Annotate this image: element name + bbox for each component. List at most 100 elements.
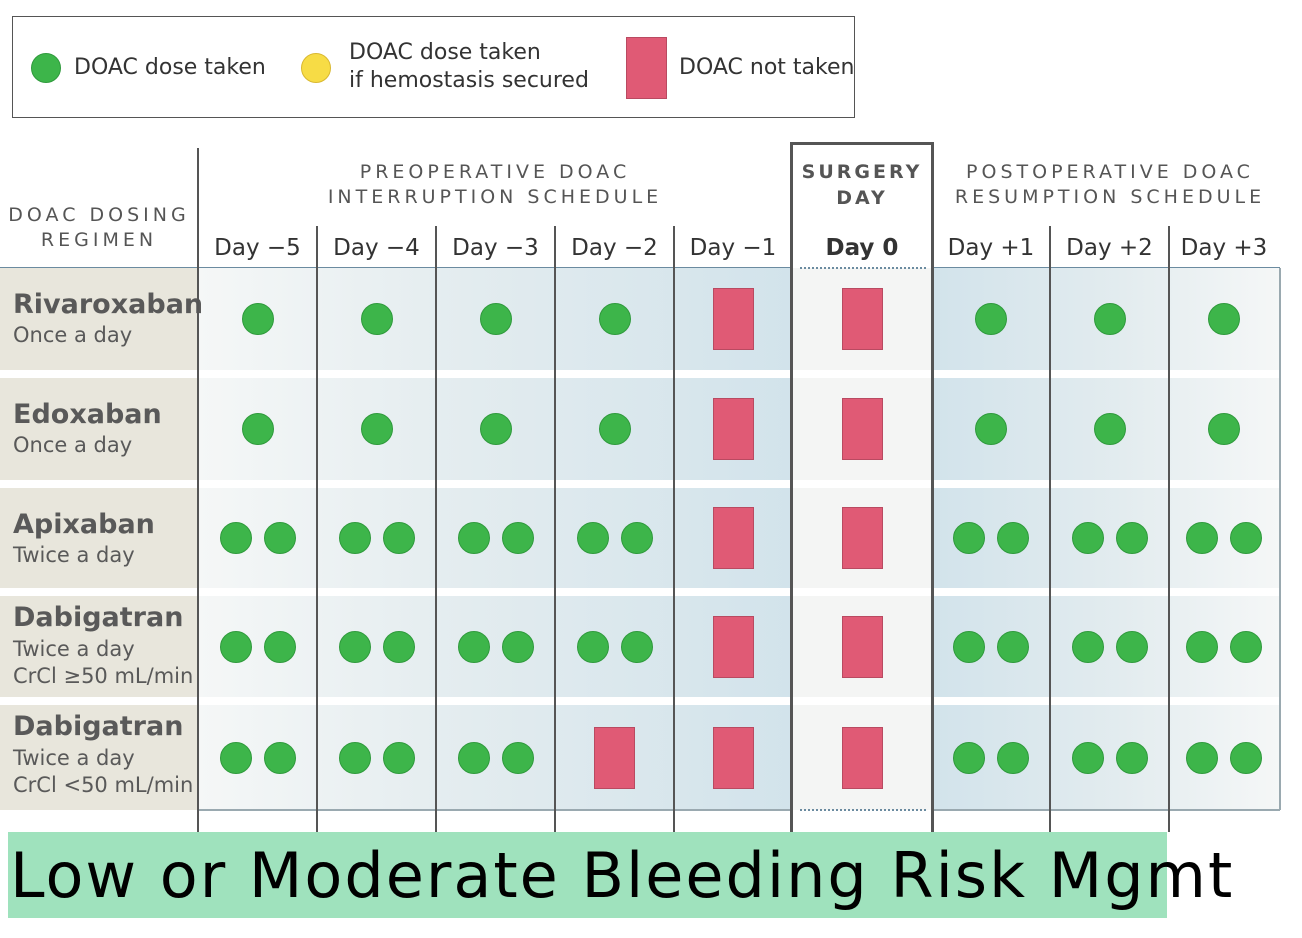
surgery-header-line1: SURGERY xyxy=(801,161,923,183)
dose-taken-marker xyxy=(1208,413,1240,445)
preop-header-line2: INTERRUPTION SCHEDULE xyxy=(327,186,663,208)
dose-taken-marker xyxy=(241,413,274,445)
dose-conditional-icon xyxy=(301,53,331,83)
column-divider xyxy=(673,226,675,832)
dose-taken-marker xyxy=(1071,630,1104,663)
surgery-day-frame xyxy=(790,142,934,832)
dosing-frequency: Twice a day xyxy=(13,746,135,770)
renal-clearance: CrCl <50 mL/min xyxy=(13,773,194,797)
column-divider xyxy=(435,226,437,832)
regimen-cell xyxy=(0,596,198,697)
dose-taken-marker xyxy=(598,413,631,445)
dose-taken-marker xyxy=(953,522,985,554)
dose-taken-marker xyxy=(501,630,534,663)
drug-name: Rivaroxaban xyxy=(13,289,204,320)
dose-taken-marker xyxy=(501,522,534,554)
table-bottom-border xyxy=(198,809,792,811)
preop-band xyxy=(198,705,792,810)
surgery-dotted-top xyxy=(800,267,926,269)
dose-taken-marker xyxy=(997,522,1029,554)
dose-not-taken-marker xyxy=(712,288,754,350)
dose-taken-marker xyxy=(457,741,490,774)
dose-not-taken-marker xyxy=(712,726,754,789)
dose-taken-marker xyxy=(1093,303,1126,335)
drug-name: Apixaban xyxy=(13,509,155,540)
dose-taken-marker xyxy=(1115,630,1148,663)
dose-taken-marker xyxy=(1230,630,1262,663)
dose-taken-marker xyxy=(241,303,274,335)
dose-taken-marker xyxy=(338,741,371,774)
table-bottom-border-post xyxy=(932,809,1280,811)
dose-taken-marker xyxy=(1071,741,1104,774)
legend-not-taken-label: DOAC not taken xyxy=(679,55,855,80)
dosing-frequency: Once a day xyxy=(13,433,133,457)
dose-taken-marker xyxy=(1230,741,1262,774)
dose-taken-marker xyxy=(382,630,415,663)
dosing-frequency: Twice a day xyxy=(13,637,135,661)
regimen-cell xyxy=(0,488,198,588)
dosing-frequency: Twice a day xyxy=(13,543,135,567)
dose-taken-marker xyxy=(338,630,371,663)
dose-taken-marker xyxy=(1115,741,1148,774)
dose-taken-marker xyxy=(1186,741,1218,774)
dose-not-taken-marker xyxy=(594,726,635,789)
dose-taken-marker xyxy=(263,741,296,774)
day-header-label: Day −2 xyxy=(571,235,658,261)
dose-not-taken-marker xyxy=(841,507,883,569)
dose-taken-marker xyxy=(975,303,1007,335)
drug-name: Dabigatran xyxy=(13,711,184,742)
day-header-label: Day +1 xyxy=(947,235,1035,261)
preop-band xyxy=(198,488,792,588)
postop-band xyxy=(932,596,1280,697)
dose-not-taken-marker xyxy=(841,288,883,350)
drug-name: Dabigatran xyxy=(13,602,184,633)
dose-taken-marker xyxy=(382,741,415,774)
legend-taken-label: DOAC dose taken xyxy=(74,55,266,80)
dose-taken-marker xyxy=(382,522,415,554)
dose-taken-marker xyxy=(620,522,653,554)
column-divider xyxy=(554,226,556,832)
day-header-label: Day −1 xyxy=(689,235,777,261)
day-header-label: Day +3 xyxy=(1180,235,1268,261)
dose-taken-marker xyxy=(360,303,393,335)
header-divider xyxy=(0,267,792,269)
dose-taken-marker xyxy=(997,741,1029,774)
regimen-header-line2: REGIMEN xyxy=(40,229,158,251)
day-header-label: Day 0 xyxy=(825,235,899,261)
postop-band xyxy=(932,488,1280,588)
dose-taken-marker xyxy=(953,630,985,663)
legend-conditional-line2: if hemostasis secured xyxy=(349,68,589,93)
header-divider-post xyxy=(932,267,1280,269)
dose-not-taken-marker xyxy=(712,615,754,678)
day-header-label: Day −4 xyxy=(333,235,420,261)
dose-taken-marker xyxy=(479,413,512,445)
column-divider xyxy=(316,226,318,832)
legend-conditional-line1: DOAC dose taken xyxy=(349,40,541,65)
renal-clearance: CrCl ≥50 mL/min xyxy=(13,664,194,688)
dose-not-taken-marker xyxy=(841,615,883,678)
dose-taken-marker xyxy=(576,630,609,663)
dose-taken-marker xyxy=(219,741,252,774)
dose-taken-marker xyxy=(975,413,1007,445)
surgery-dotted-bottom xyxy=(800,809,926,811)
regimen-cell xyxy=(0,268,198,370)
footer-title: Low or Moderate Bleeding Risk Mgmt xyxy=(10,839,1235,912)
dose-taken-marker xyxy=(620,630,653,663)
dose-taken-marker xyxy=(1186,630,1218,663)
dose-taken-marker xyxy=(997,630,1029,663)
dose-not-taken-marker xyxy=(712,398,754,460)
regimen-cell xyxy=(0,705,198,810)
dose-taken-marker xyxy=(953,741,985,774)
dose-taken-marker xyxy=(338,522,371,554)
regimen-header-line1: DOAC DOSING xyxy=(8,204,190,226)
dose-taken-marker xyxy=(219,522,252,554)
dose-not-taken-marker xyxy=(841,726,883,789)
dose-taken-marker xyxy=(1186,522,1218,554)
legend: DOAC dose taken DOAC dose taken if hemos… xyxy=(12,16,855,118)
dose-taken-marker xyxy=(576,522,609,554)
table-right-border xyxy=(1279,268,1281,810)
preop-header-line1: PREOPERATIVE DOAC xyxy=(359,161,631,183)
dose-taken-marker xyxy=(1115,522,1148,554)
day-header-label: Day −3 xyxy=(452,235,539,261)
day-header-label: Day +2 xyxy=(1066,235,1153,261)
